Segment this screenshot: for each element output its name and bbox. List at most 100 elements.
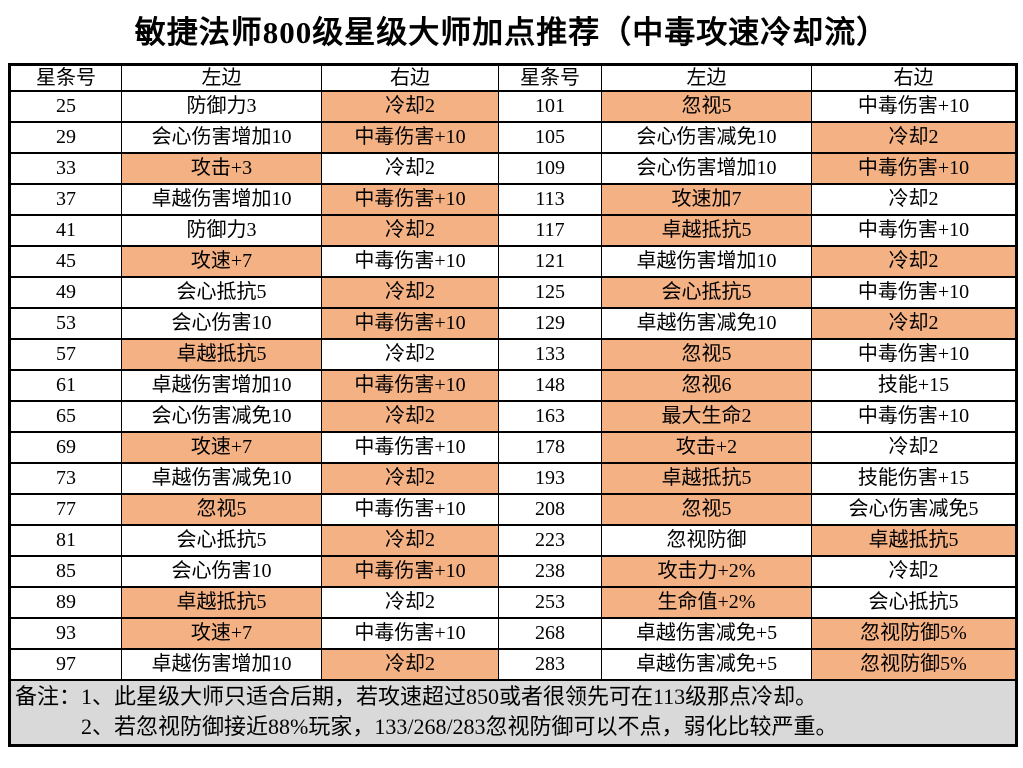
stat-cell: 冷却2 bbox=[321, 214, 499, 248]
star-number-cell: 89 bbox=[9, 586, 122, 620]
stat-cell: 卓越伤害减免+5 bbox=[601, 617, 812, 651]
table-row: 93 攻速+7 中毒伤害+10 268 卓越伤害减免+5 忽视防御5% bbox=[9, 617, 1017, 651]
stat-cell: 冷却2 bbox=[321, 152, 499, 186]
stat-cell: 冷却2 bbox=[321, 400, 499, 434]
star-number-cell: 133 bbox=[498, 338, 602, 372]
stat-cell: 攻击+2 bbox=[601, 431, 812, 465]
table-row: 85 会心伤害10 中毒伤害+10 238 攻击力+2% 冷却2 bbox=[9, 555, 1017, 589]
stat-cell: 最大生命2 bbox=[601, 400, 812, 434]
stat-cell: 中毒伤害+10 bbox=[811, 400, 1017, 434]
stat-cell: 卓越抵抗5 bbox=[601, 214, 812, 248]
table-row: 81 会心抵抗5 冷却2 223 忽视防御 卓越抵抗5 bbox=[9, 524, 1017, 558]
stat-cell: 攻击+3 bbox=[121, 152, 322, 186]
table-row: 33 攻击+3 冷却2 109 会心伤害增加10 中毒伤害+10 bbox=[9, 152, 1017, 186]
column-header: 左边 bbox=[121, 63, 322, 93]
star-number-cell: 65 bbox=[9, 400, 122, 434]
notes-row: 备注：1、此星级大师只适合后期，若攻速超过850或者很领先可在113级那点冷却。… bbox=[9, 679, 1017, 747]
column-header: 左边 bbox=[601, 63, 812, 93]
stat-cell: 中毒伤害+10 bbox=[811, 276, 1017, 310]
table-row: 53 会心伤害10 中毒伤害+10 129 卓越伤害减免10 冷却2 bbox=[9, 307, 1017, 341]
table-row: 77 忽视5 中毒伤害+10 208 忽视5 会心伤害减免5 bbox=[9, 493, 1017, 527]
stat-cell: 冷却2 bbox=[811, 121, 1017, 155]
stat-cell: 中毒伤害+10 bbox=[321, 307, 499, 341]
stat-cell: 会心伤害增加10 bbox=[601, 152, 812, 186]
stat-cell: 技能伤害+15 bbox=[811, 462, 1017, 496]
table-row: 69 攻速+7 中毒伤害+10 178 攻击+2 冷却2 bbox=[9, 431, 1017, 465]
stat-cell: 会心伤害减免5 bbox=[811, 493, 1017, 527]
stat-cell: 中毒伤害+10 bbox=[321, 555, 499, 589]
stat-cell: 技能+15 bbox=[811, 369, 1017, 403]
star-master-table: 星条号 左边 右边 星条号 左边 右边 25 防御力3 冷却2 101 忽视5 中毒伤害+10 29 会… bbox=[8, 63, 1018, 748]
star-number-cell: 25 bbox=[9, 90, 122, 124]
stat-cell: 攻速加7 bbox=[601, 183, 812, 217]
stat-cell: 会心抵抗5 bbox=[811, 586, 1017, 620]
table-row: 61 卓越伤害增加10 中毒伤害+10 148 忽视6 技能+15 bbox=[9, 369, 1017, 403]
stat-cell: 会心伤害增加10 bbox=[121, 121, 322, 155]
star-number-cell: 45 bbox=[9, 245, 122, 279]
star-number-cell: 113 bbox=[498, 183, 602, 217]
stat-cell: 卓越伤害减免+5 bbox=[601, 648, 812, 682]
star-number-cell: 163 bbox=[498, 400, 602, 434]
star-number-cell: 283 bbox=[498, 648, 602, 682]
stat-cell: 攻速+7 bbox=[121, 431, 322, 465]
star-number-cell: 148 bbox=[498, 369, 602, 403]
star-number-cell: 97 bbox=[9, 648, 122, 682]
column-header: 星条号 bbox=[9, 63, 122, 93]
stat-cell: 防御力3 bbox=[121, 214, 322, 248]
stat-cell: 忽视5 bbox=[601, 493, 812, 527]
star-number-cell: 37 bbox=[9, 183, 122, 217]
stat-cell: 中毒伤害+10 bbox=[321, 245, 499, 279]
stat-cell: 中毒伤害+10 bbox=[811, 152, 1017, 186]
stat-cell: 攻速+7 bbox=[121, 617, 322, 651]
star-number-cell: 193 bbox=[498, 462, 602, 496]
note-line-2: 2、若忽视防御接近88%玩家，133/268/283忽视防御可以不点，弱化比较严… bbox=[81, 714, 838, 740]
star-number-cell: 73 bbox=[9, 462, 122, 496]
star-number-cell: 53 bbox=[9, 307, 122, 341]
stat-cell: 会心抵抗5 bbox=[121, 524, 322, 558]
star-number-cell: 109 bbox=[498, 152, 602, 186]
stat-cell: 冷却2 bbox=[321, 338, 499, 372]
stat-cell: 中毒伤害+10 bbox=[811, 338, 1017, 372]
table-row: 25 防御力3 冷却2 101 忽视5 中毒伤害+10 bbox=[9, 90, 1017, 124]
stat-cell: 忽视5 bbox=[121, 493, 322, 527]
stat-cell: 忽视防御5% bbox=[811, 617, 1017, 651]
table-row: 29 会心伤害增加10 中毒伤害+10 105 会心伤害减免10 冷却2 bbox=[9, 121, 1017, 155]
table-row: 73 卓越伤害减免10 冷却2 193 卓越抵抗5 技能伤害+15 bbox=[9, 462, 1017, 496]
stat-cell: 会心抵抗5 bbox=[601, 276, 812, 310]
star-number-cell: 69 bbox=[9, 431, 122, 465]
star-number-cell: 208 bbox=[498, 493, 602, 527]
stat-cell: 生命值+2% bbox=[601, 586, 812, 620]
stat-cell: 防御力3 bbox=[121, 90, 322, 124]
stat-cell: 冷却2 bbox=[811, 307, 1017, 341]
star-number-cell: 33 bbox=[9, 152, 122, 186]
stat-cell: 攻速+7 bbox=[121, 245, 322, 279]
stat-cell: 冷却2 bbox=[811, 431, 1017, 465]
star-number-cell: 41 bbox=[9, 214, 122, 248]
star-number-cell: 105 bbox=[498, 121, 602, 155]
star-number-cell: 61 bbox=[9, 369, 122, 403]
stat-cell: 忽视防御 bbox=[601, 524, 812, 558]
star-number-cell: 29 bbox=[9, 121, 122, 155]
column-header: 右边 bbox=[811, 63, 1017, 93]
table-row: 57 卓越抵抗5 冷却2 133 忽视5 中毒伤害+10 bbox=[9, 338, 1017, 372]
stat-cell: 攻击力+2% bbox=[601, 555, 812, 589]
stat-cell: 会心伤害减免10 bbox=[121, 400, 322, 434]
star-number-cell: 223 bbox=[498, 524, 602, 558]
stat-cell: 卓越伤害增加10 bbox=[121, 369, 322, 403]
star-number-cell: 129 bbox=[498, 307, 602, 341]
star-number-cell: 238 bbox=[498, 555, 602, 589]
star-number-cell: 85 bbox=[9, 555, 122, 589]
stat-cell: 中毒伤害+10 bbox=[321, 617, 499, 651]
note-line-1: 备注：1、此星级大师只适合后期，若攻速超过850或者很领先可在113级那点冷却。 bbox=[15, 684, 818, 710]
star-number-cell: 253 bbox=[498, 586, 602, 620]
stat-cell: 卓越伤害增加10 bbox=[121, 648, 322, 682]
stat-cell: 会心伤害减免10 bbox=[601, 121, 812, 155]
star-number-cell: 117 bbox=[498, 214, 602, 248]
stat-cell: 中毒伤害+10 bbox=[321, 183, 499, 217]
stat-cell: 会心伤害10 bbox=[121, 307, 322, 341]
table-row: 41 防御力3 冷却2 117 卓越抵抗5 中毒伤害+10 bbox=[9, 214, 1017, 248]
star-number-cell: 268 bbox=[498, 617, 602, 651]
star-number-cell: 121 bbox=[498, 245, 602, 279]
stat-cell: 会心抵抗5 bbox=[121, 276, 322, 310]
